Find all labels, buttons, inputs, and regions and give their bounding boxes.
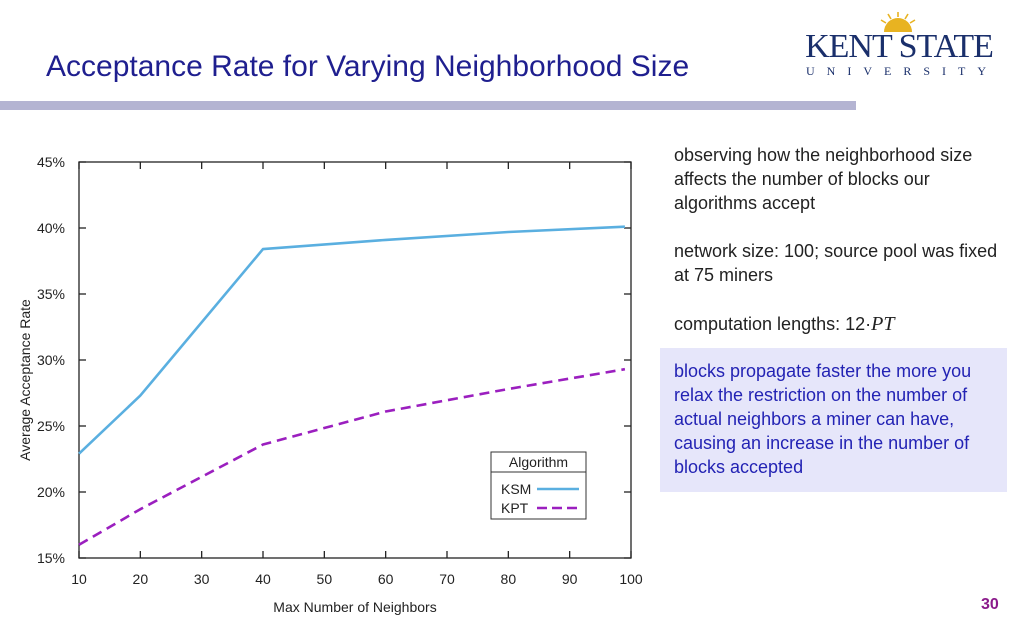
legend-label-ksm: KSM: [501, 481, 531, 497]
series-line-kpt: [78, 367, 626, 546]
title-underline-bar: [0, 101, 856, 110]
y-tick-label: 45%: [37, 154, 65, 170]
legend-title: Algorithm: [509, 454, 568, 470]
x-tick-label: 90: [562, 571, 578, 587]
y-tick-label: 25%: [37, 418, 65, 434]
y-tick-label: 20%: [37, 484, 65, 500]
x-tick-label: 10: [71, 571, 87, 587]
y-tick-label: 40%: [37, 220, 65, 236]
note-pt-math: PT: [871, 313, 895, 335]
y-axis-label: Average Acceptance Rate: [17, 299, 33, 461]
sun-icon: [880, 12, 916, 32]
acceptance-rate-chart: 10 20 30 40 50 60 70 80 90 100 15% 20% 25% 30% 35% 40% 4…: [17, 154, 643, 615]
note-blocks-propagate: blocks propagate faster the more you rel…: [674, 361, 972, 477]
y-tick-label: 30%: [37, 352, 65, 368]
logo-wordmark: KENT STATE: [805, 28, 994, 65]
x-tick-label: 70: [439, 571, 455, 587]
note-computation-lengths: computation lengths: 12·PT: [674, 312, 894, 336]
page-number: 30: [981, 596, 999, 613]
highlight-box: [660, 348, 1007, 492]
y-tick-label: 15%: [37, 550, 65, 566]
x-tick-label: 50: [317, 571, 333, 587]
x-tick-label: 20: [133, 571, 149, 587]
x-axis-label: Max Number of Neighbors: [273, 599, 436, 615]
series-line-ksm: [78, 225, 625, 455]
y-tick-label: 35%: [37, 286, 65, 302]
x-tick-label: 80: [501, 571, 517, 587]
kent-state-logo: KENT STATE UNIVERSITY: [796, 12, 1002, 78]
x-tick-label: 100: [619, 571, 643, 587]
slide-title: Acceptance Rate for Varying Neighborhood…: [46, 50, 690, 83]
x-tick-label: 60: [378, 571, 394, 587]
logo-subtitle: UNIVERSITY: [806, 64, 998, 78]
x-tick-label: 40: [255, 571, 271, 587]
note-computation-text: computation lengths: 12·: [674, 314, 872, 334]
note-network-size: network size: 100; source pool was fixed…: [674, 241, 998, 285]
legend-label-kpt: KPT: [501, 500, 529, 516]
note-observing: observing how the neighborhood size affe…: [674, 145, 973, 213]
x-tick-label: 30: [194, 571, 210, 587]
